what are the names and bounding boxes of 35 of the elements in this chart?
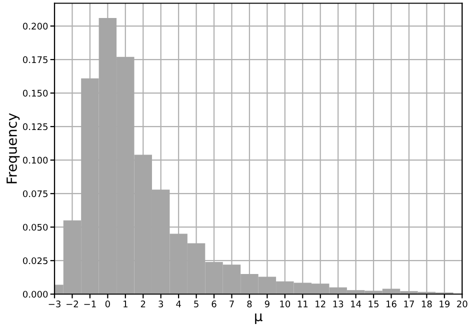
x-tick-label: 3 (158, 300, 163, 308)
x-tick-label: 1 (124, 300, 128, 308)
x-axis-title: μ (255, 313, 262, 324)
x-tick-label: 14 (351, 300, 362, 308)
y-axis-title: Frequency (6, 113, 20, 184)
x-tick-label: 8 (247, 300, 252, 308)
x-tick-label: 2 (140, 300, 146, 308)
x-tick-label: 11 (298, 300, 308, 308)
x-tick-label: 17 (404, 300, 414, 308)
x-tick-label: 10 (280, 300, 290, 308)
x-tick-label: 0 (105, 300, 110, 308)
x-tick-label: 9 (264, 300, 270, 308)
x-tick-label: 16 (386, 300, 396, 308)
x-tick-label: 4 (176, 300, 181, 308)
y-tick-label: 0.050 (23, 224, 48, 231)
x-tick-label: 12 (316, 300, 326, 308)
y-tick-label: 0.175 (23, 56, 48, 64)
x-tick-label: 5 (194, 300, 198, 308)
y-tick-label: 0.200 (23, 22, 48, 30)
y-tick-label: 0.125 (23, 123, 48, 130)
x-tick-label: −1 (84, 300, 96, 308)
y-tick-label: 0.150 (23, 90, 48, 97)
y-tick-label: 0.025 (23, 257, 48, 264)
x-tick-label: 20 (457, 300, 468, 308)
x-tick-label: 7 (230, 300, 234, 308)
x-tick-label: −2 (66, 300, 78, 308)
x-tick-label: 15 (368, 300, 378, 308)
y-tick-label: 0.075 (23, 190, 48, 198)
x-tick-label: 6 (212, 300, 216, 308)
x-tick-label: 13 (333, 300, 344, 308)
x-tick-label: 19 (440, 300, 450, 308)
y-tick-label: 0.000 (23, 290, 48, 298)
x-tick-label: 18 (422, 300, 432, 308)
y-tick-label: 0.100 (23, 156, 48, 164)
x-tick-label: −3 (48, 300, 60, 308)
